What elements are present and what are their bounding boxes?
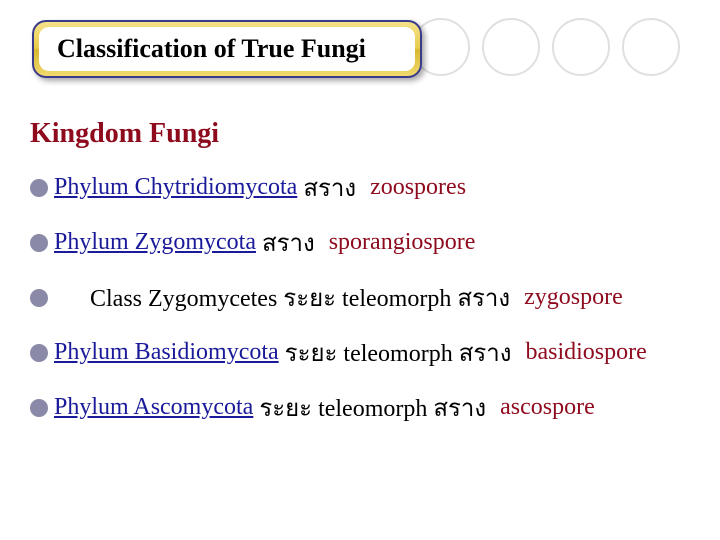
bullet-icon (30, 399, 48, 417)
thai-text: สราง (262, 223, 315, 262)
spore-type: basidiospore (525, 339, 646, 366)
title-box: Classification of True Fungi (32, 20, 422, 78)
thai-text: ระยะ teleomorph สราง (285, 333, 512, 372)
spore-type: zygospore (524, 284, 623, 311)
thai-text: สราง (303, 168, 356, 207)
deco-circle (482, 18, 540, 76)
slide-title: Classification of True Fungi (57, 34, 366, 64)
class-label: Class Zygomycetes ระยะ teleomorph สราง (90, 278, 510, 317)
bullet-icon (30, 234, 48, 252)
phylum-label: Phylum Zygomycota (54, 229, 256, 256)
spore-type: ascospore (500, 394, 595, 421)
title-inner: Classification of True Fungi (39, 27, 415, 71)
spore-type: zoospores (370, 174, 466, 201)
kingdom-heading: Kingdom Fungi (30, 118, 700, 150)
phylum-label: Phylum Chytridiomycota (54, 174, 297, 201)
deco-circle (552, 18, 610, 76)
decorative-circles (412, 18, 680, 76)
phylum-line-chytridiomycota: Phylum Chytridiomycota สราง zoospores (30, 168, 700, 207)
thai-text: ระยะ teleomorph สราง (259, 388, 486, 427)
phylum-line-ascomycota: Phylum Ascomycota ระยะ teleomorph สราง a… (30, 388, 700, 427)
phylum-line-basidiomycota: Phylum Basidiomycota ระยะ teleomorph สรา… (30, 333, 700, 372)
class-line-zygomycetes: Class Zygomycetes ระยะ teleomorph สราง z… (30, 278, 700, 317)
bullet-icon (30, 344, 48, 362)
spore-type: sporangiospore (329, 229, 476, 256)
content-area: Kingdom Fungi Phylum Chytridiomycota สรา… (30, 118, 700, 443)
bullet-icon (30, 179, 48, 197)
deco-circle (622, 18, 680, 76)
phylum-label: Phylum Basidiomycota (54, 339, 279, 366)
phylum-line-zygomycota: Phylum Zygomycota สราง sporangiospore (30, 223, 700, 262)
bullet-icon (30, 289, 48, 307)
phylum-label: Phylum Ascomycota (54, 394, 253, 421)
